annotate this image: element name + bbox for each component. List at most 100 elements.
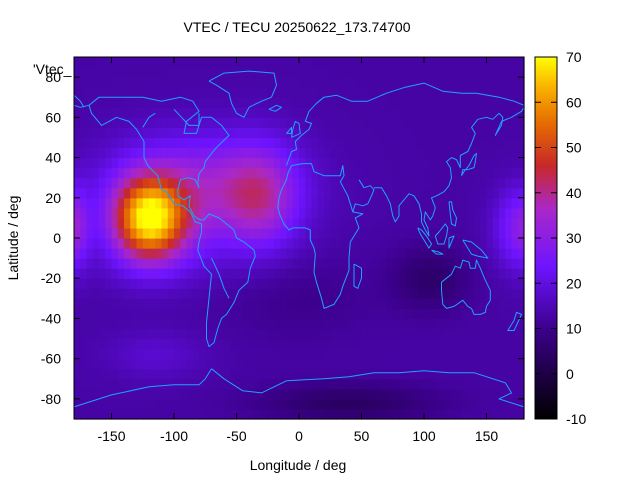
heatmap-cell (211, 288, 219, 299)
heatmap-cell (374, 338, 381, 350)
heatmap-cell (236, 338, 244, 350)
heatmap-cell (355, 408, 363, 420)
heatmap-cell (205, 177, 213, 189)
heatmap-cell (467, 268, 475, 279)
heatmap-cell (424, 338, 431, 350)
heatmap-cell (186, 127, 194, 139)
heatmap-cell (324, 398, 331, 410)
heatmap-cell (449, 107, 456, 118)
heatmap-cell (99, 278, 106, 289)
heatmap-cell (99, 207, 106, 219)
heatmap-cell (355, 238, 363, 249)
heatmap-cell (455, 378, 463, 390)
heatmap-cell (505, 408, 513, 420)
heatmap-cell (211, 77, 219, 88)
heatmap-cell (224, 388, 231, 400)
heatmap-cell (211, 348, 219, 360)
heatmap-cell (417, 77, 425, 88)
heatmap-cell (155, 288, 163, 299)
heatmap-cell (424, 248, 431, 259)
heatmap-cell (399, 207, 406, 219)
heatmap-cell (511, 318, 519, 330)
heatmap-cell (224, 278, 231, 289)
heatmap-cell (199, 378, 206, 390)
chart-title: VTEC / TECU 20250622_173.74700 (183, 19, 410, 35)
heatmap-cell (505, 167, 513, 179)
heatmap-cell (217, 318, 225, 330)
heatmap-cell (86, 137, 94, 149)
coastline (374, 107, 525, 237)
heatmap-cell (186, 227, 194, 239)
heatmap-cell (249, 328, 256, 340)
heatmap-cell (249, 117, 256, 128)
heatmap-cell (117, 177, 125, 189)
heatmap-cell (417, 137, 425, 149)
heatmap-cell (474, 187, 481, 199)
heatmap-cell (517, 298, 525, 309)
heatmap-cell (380, 207, 388, 219)
heatmap-cell (399, 57, 406, 68)
heatmap-cell (299, 187, 306, 199)
heatmap-cell (511, 117, 519, 128)
heatmap-cell (249, 278, 256, 289)
heatmap-cell (192, 77, 200, 88)
heatmap-cell (399, 308, 406, 320)
heatmap-cell (286, 328, 294, 340)
heatmap-cell (299, 127, 306, 139)
heatmap-cell (80, 308, 88, 320)
heatmap-cell (392, 358, 400, 370)
y-tick-label: 40 (45, 150, 61, 166)
heatmap-cell (317, 107, 325, 118)
heatmap-cell (74, 298, 81, 309)
heatmap-cell (205, 408, 213, 420)
heatmap-cell (155, 408, 163, 420)
heatmap-cell (367, 318, 375, 330)
heatmap-cell (511, 298, 519, 309)
heatmap-cell (92, 378, 100, 390)
heatmap-cell (155, 197, 163, 209)
heatmap-cell (99, 348, 106, 360)
heatmap-cell (86, 67, 94, 78)
heatmap-cell (180, 147, 188, 159)
heatmap-cell (224, 117, 231, 128)
heatmap-cell (111, 217, 119, 229)
heatmap-cell (480, 147, 488, 159)
heatmap-cell (99, 358, 106, 370)
heatmap-cell (199, 338, 206, 350)
heatmap-cell (424, 137, 431, 149)
heatmap-cell (80, 67, 88, 78)
heatmap-cell (455, 137, 463, 149)
heatmap-cell (311, 217, 319, 229)
heatmap-cell (211, 238, 219, 249)
heatmap-cell (92, 328, 100, 340)
heatmap-cell (124, 398, 131, 410)
heatmap-cell (511, 278, 519, 289)
heatmap-cell (392, 388, 400, 400)
heatmap-cell (167, 398, 175, 410)
heatmap-cell (192, 127, 200, 139)
heatmap-cell (355, 77, 363, 88)
heatmap-cell (199, 217, 206, 229)
heatmap-cell (424, 77, 431, 88)
heatmap-cell (436, 67, 444, 78)
heatmap-cell (136, 368, 144, 380)
heatmap-cell (380, 368, 388, 380)
heatmap-cell (86, 258, 94, 269)
heatmap-cell (161, 368, 169, 380)
heatmap-cell (149, 67, 156, 78)
heatmap-cell (86, 187, 94, 199)
heatmap-cell (361, 348, 369, 360)
heatmap-cell (336, 57, 344, 68)
heatmap-cell (380, 107, 388, 118)
heatmap-cell (486, 238, 494, 249)
heatmap-cell (255, 67, 263, 78)
heatmap-cell (236, 268, 244, 279)
heatmap-cell (355, 97, 363, 108)
heatmap-cell (424, 398, 431, 410)
heatmap-cell (80, 248, 88, 259)
heatmap-cell (392, 67, 400, 78)
heatmap-cell (342, 197, 350, 209)
heatmap-cell (161, 338, 169, 350)
heatmap-cell (105, 117, 113, 128)
